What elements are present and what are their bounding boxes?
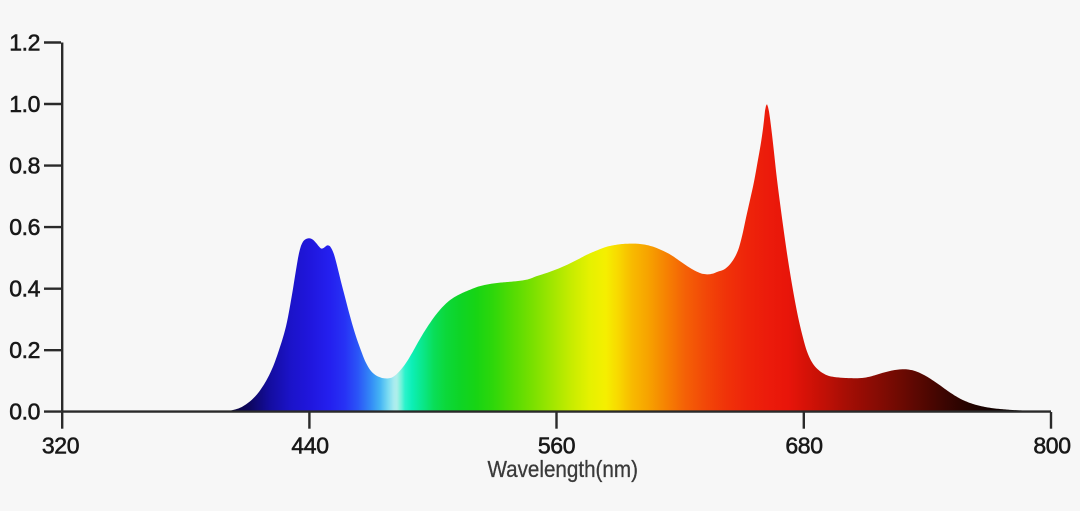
svg-text:440: 440 xyxy=(291,433,328,459)
svg-text:800: 800 xyxy=(1033,433,1070,459)
svg-text:0.2: 0.2 xyxy=(9,337,40,363)
svg-text:1.2: 1.2 xyxy=(9,29,40,55)
svg-text:560: 560 xyxy=(538,433,575,459)
svg-text:0.0: 0.0 xyxy=(9,399,40,425)
svg-text:1.0: 1.0 xyxy=(9,91,40,117)
svg-text:0.6: 0.6 xyxy=(9,214,40,240)
svg-text:0.8: 0.8 xyxy=(9,153,40,179)
svg-text:0.4: 0.4 xyxy=(9,276,40,302)
svg-text:Wavelength(nm): Wavelength(nm) xyxy=(487,456,638,482)
svg-text:320: 320 xyxy=(42,433,79,459)
svg-text:680: 680 xyxy=(785,433,822,459)
